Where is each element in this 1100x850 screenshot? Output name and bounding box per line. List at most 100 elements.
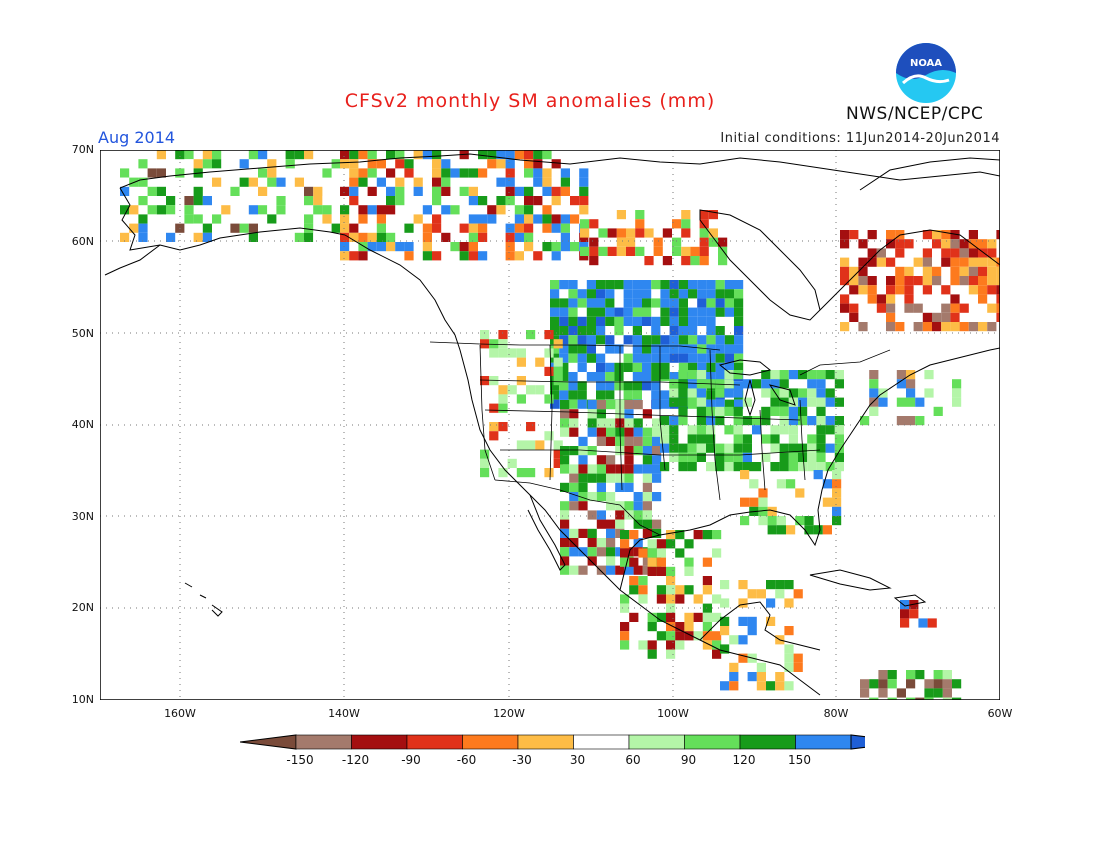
anomaly-cell [569, 547, 579, 557]
anomaly-cell [615, 482, 625, 492]
anomaly-cell [678, 452, 688, 462]
anomaly-cell [779, 397, 789, 407]
anomaly-cell [840, 230, 850, 240]
anomaly-cell [358, 168, 368, 178]
anomaly-cell [586, 307, 596, 317]
anomaly-cell [615, 501, 625, 511]
anomaly-cell [239, 177, 249, 187]
legend-colorbar: -150 -120 -90 -60 -30 30 60 90 120 150 [240, 734, 865, 767]
anomaly-cell [779, 416, 789, 426]
state-line-9 [759, 409, 766, 491]
anomaly-cell [687, 462, 697, 472]
anomaly-cell [248, 177, 258, 187]
anomaly-cell [258, 168, 268, 178]
anomaly-cell [544, 330, 554, 340]
anomaly-cell [542, 223, 552, 233]
anomaly-cell [544, 468, 554, 478]
anomaly-cell [550, 298, 560, 308]
anomaly-cell [878, 397, 888, 407]
anomaly-cell [747, 672, 757, 682]
anomaly-cell [175, 150, 185, 160]
anomaly-cell [924, 388, 934, 398]
anomaly-cell [635, 210, 645, 220]
anomaly-cell [632, 344, 642, 354]
anomaly-cell [770, 406, 780, 416]
anomaly-cell [734, 280, 744, 290]
anomaly-cell [724, 298, 734, 308]
anomaly-cell [788, 406, 798, 416]
anomaly-cell [887, 697, 897, 700]
coastlines [104, 153, 1000, 696]
anomaly-cell [784, 662, 794, 672]
anomaly-cell [669, 298, 679, 308]
anomaly-cell [652, 455, 662, 465]
anomaly-cell [651, 390, 661, 400]
anomaly-cell [687, 397, 697, 407]
anomaly-cell [478, 168, 488, 178]
anomaly-cell [715, 388, 725, 398]
anomaly-cell [498, 339, 508, 349]
anomaly-cell [678, 370, 688, 380]
anomaly-cell [432, 150, 442, 160]
lat-label-60n: 60N [71, 235, 94, 248]
anomaly-cell [615, 547, 625, 557]
anomaly-cell [570, 242, 580, 252]
anomaly-cell [807, 462, 817, 472]
anomaly-cell [766, 681, 776, 691]
anomaly-cell [959, 239, 969, 249]
anomaly-cell [349, 251, 359, 261]
anomaly-cell [968, 230, 978, 240]
anomaly-cell [858, 239, 868, 249]
anomaly-cell [656, 566, 666, 576]
anomaly-cell [569, 528, 579, 538]
anomaly-cell [248, 205, 258, 215]
anomaly-cell [669, 372, 679, 382]
anomaly-cell [496, 159, 506, 169]
anomaly-cell [526, 422, 536, 432]
anomaly-cell [775, 672, 785, 682]
anomaly-cell [678, 443, 688, 453]
anomaly-cell [733, 434, 743, 444]
anomaly-cell [887, 679, 897, 689]
anomaly-cell [779, 443, 789, 453]
anomaly-cell [647, 640, 657, 650]
anomaly-cell [758, 506, 768, 516]
anomaly-cell [358, 214, 368, 224]
anomaly-cell [258, 150, 268, 160]
anomaly-cell [340, 159, 350, 169]
lon-label-80w: 80W [823, 707, 849, 720]
anomaly-cell [904, 303, 914, 313]
anomaly-cell [632, 362, 642, 372]
anomaly-cell [784, 653, 794, 663]
anomaly-cell [304, 214, 314, 224]
anomaly-cell [560, 223, 570, 233]
anomaly-cell [706, 362, 716, 372]
anomaly-cell [690, 246, 700, 256]
anomaly-cell [184, 159, 194, 169]
anomaly-cell [524, 232, 534, 242]
anomaly-cell [560, 565, 570, 575]
anomaly-cell [559, 280, 569, 290]
anomaly-cell [734, 353, 744, 363]
anomaly-cell [724, 425, 734, 435]
anomaly-cell [294, 177, 304, 187]
anomaly-cell [786, 525, 796, 535]
lon-label-100w: 100W [657, 707, 689, 720]
anomaly-cell [915, 697, 925, 700]
anomaly-cell [733, 416, 743, 426]
anomaly-cell [968, 266, 978, 276]
anomaly-cell [606, 528, 616, 538]
anomaly-cell [678, 316, 688, 326]
anomaly-cell [589, 219, 599, 229]
anomaly-cell [849, 303, 859, 313]
lon-label-160w: 160W [164, 707, 196, 720]
anomaly-cell [697, 362, 707, 372]
anomaly-cell [578, 473, 588, 483]
anomaly-cell [950, 257, 960, 267]
anomaly-cell [656, 539, 666, 549]
anomaly-cell [404, 242, 414, 252]
anomaly-cell [688, 316, 698, 326]
anomaly-cell [816, 434, 826, 444]
anomaly-cell [718, 237, 728, 247]
anomaly-cell [569, 473, 579, 483]
